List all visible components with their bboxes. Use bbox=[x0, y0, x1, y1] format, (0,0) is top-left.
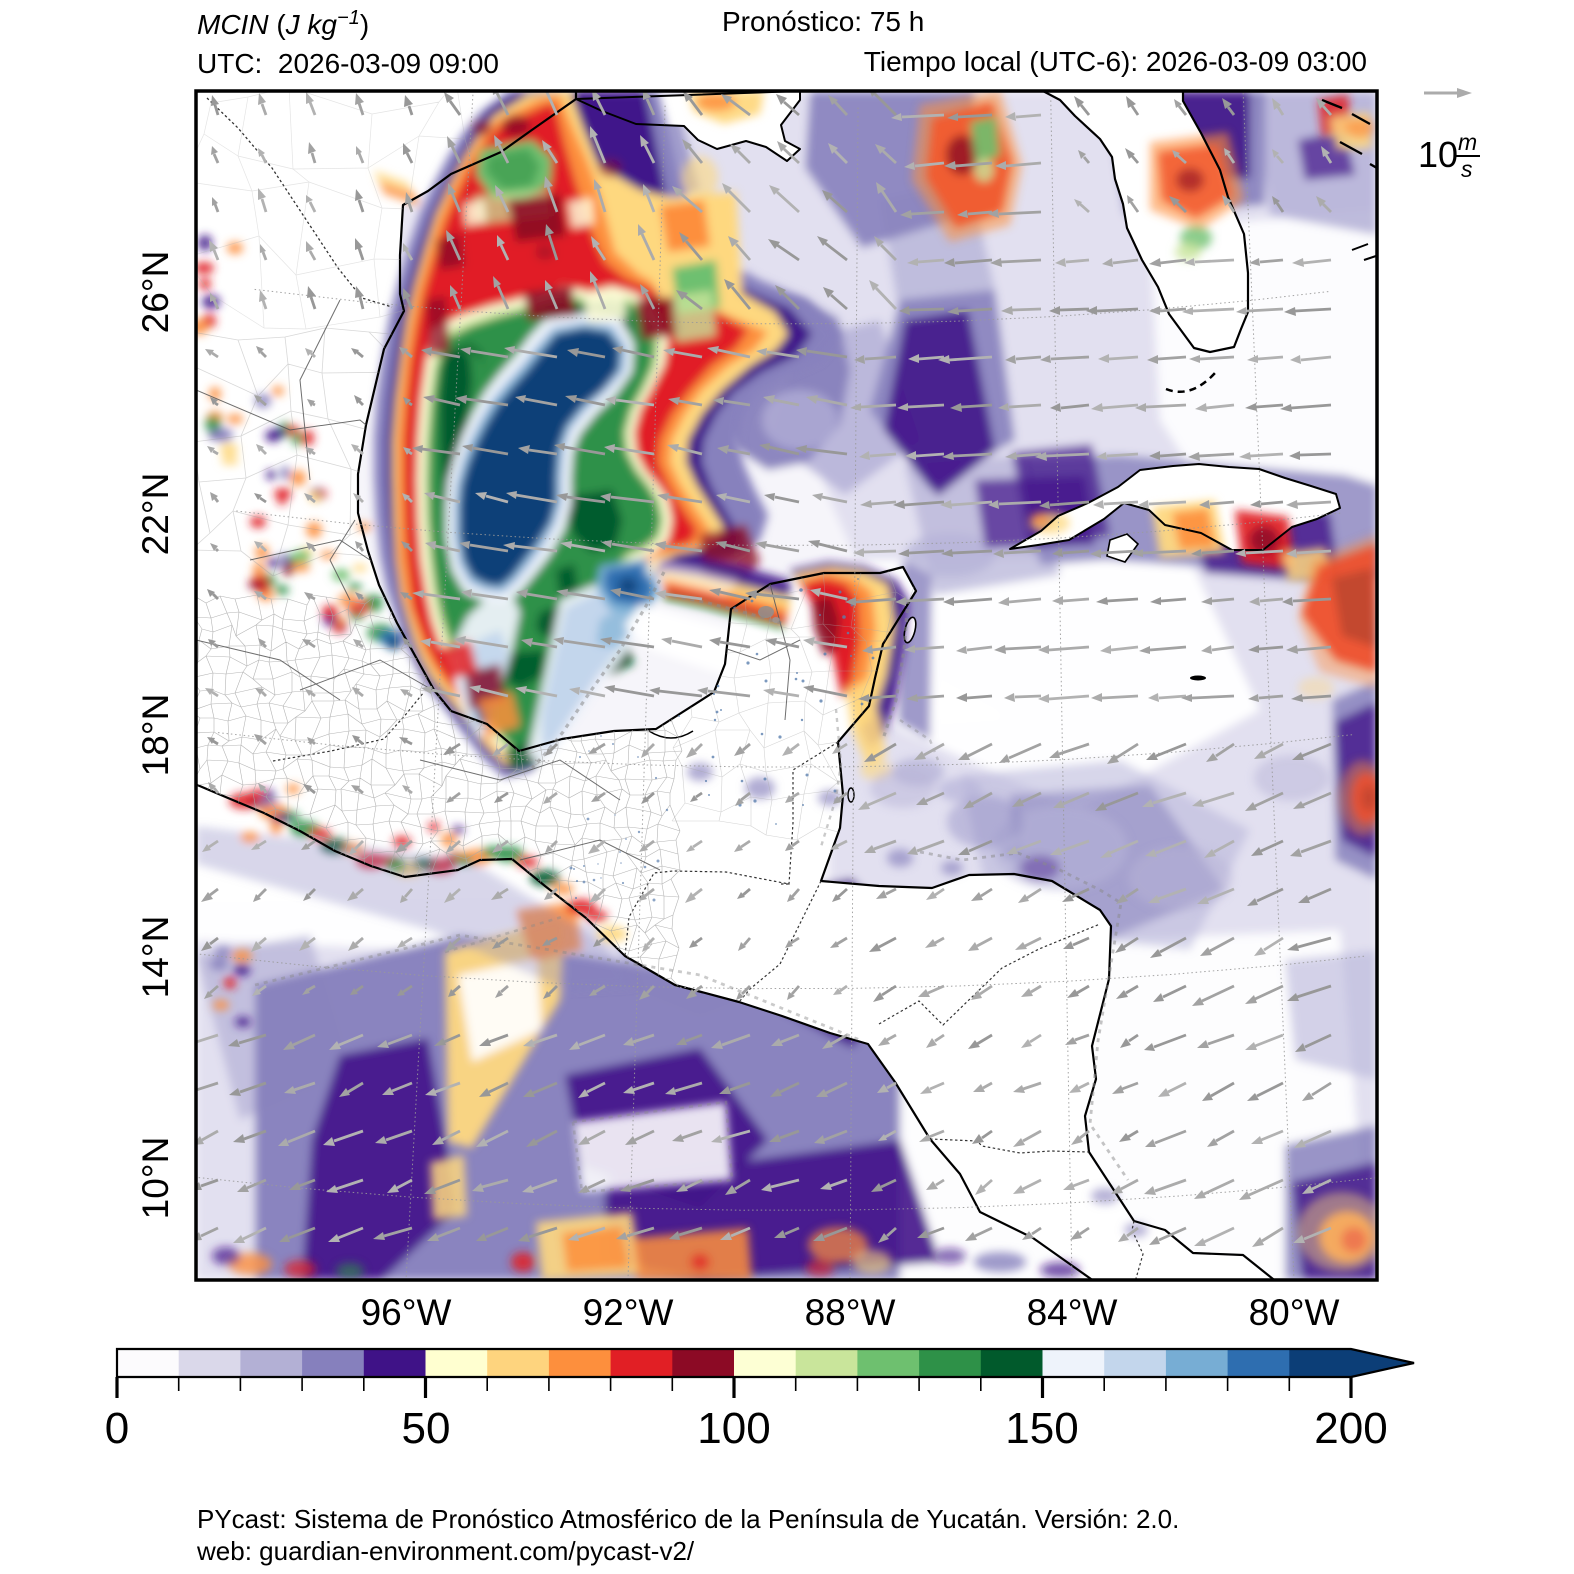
svg-text:Tiempo local (UTC-6): 2026-03-: Tiempo local (UTC-6): 2026-03-09 03:00 bbox=[864, 46, 1367, 77]
svg-text:14°N: 14°N bbox=[135, 916, 176, 999]
svg-text:PYcast: Sistema de Pronóstico: PYcast: Sistema de Pronóstico Atmosféric… bbox=[197, 1504, 1179, 1534]
svg-text:26°N: 26°N bbox=[135, 251, 176, 334]
svg-text:18°N: 18°N bbox=[135, 694, 176, 777]
svg-text:200: 200 bbox=[1314, 1404, 1387, 1453]
svg-text:92°W: 92°W bbox=[583, 1292, 674, 1333]
svg-text:150: 150 bbox=[1005, 1404, 1078, 1453]
svg-text:10°N: 10°N bbox=[135, 1137, 176, 1220]
svg-text:Pronóstico: 75 h: Pronóstico: 75 h bbox=[722, 6, 924, 37]
svg-text:88°W: 88°W bbox=[805, 1292, 896, 1333]
svg-text:50: 50 bbox=[402, 1404, 451, 1453]
svg-text:96°W: 96°W bbox=[361, 1292, 452, 1333]
svg-text:web: guardian-environment.com/: web: guardian-environment.com/pycast-v2/ bbox=[196, 1536, 695, 1566]
svg-text:22°N: 22°N bbox=[135, 473, 176, 556]
svg-text:0: 0 bbox=[105, 1404, 129, 1453]
svg-text:84°W: 84°W bbox=[1027, 1292, 1118, 1333]
svg-text:UTC: 2026-03-09 09:00: UTC: 2026-03-09 09:00 bbox=[197, 48, 499, 79]
svg-text:100: 100 bbox=[697, 1404, 770, 1453]
svg-text:80°W: 80°W bbox=[1249, 1292, 1340, 1333]
svg-text:s: s bbox=[1461, 156, 1473, 182]
svg-text:m: m bbox=[1458, 129, 1477, 155]
svg-text:10: 10 bbox=[1418, 134, 1458, 175]
